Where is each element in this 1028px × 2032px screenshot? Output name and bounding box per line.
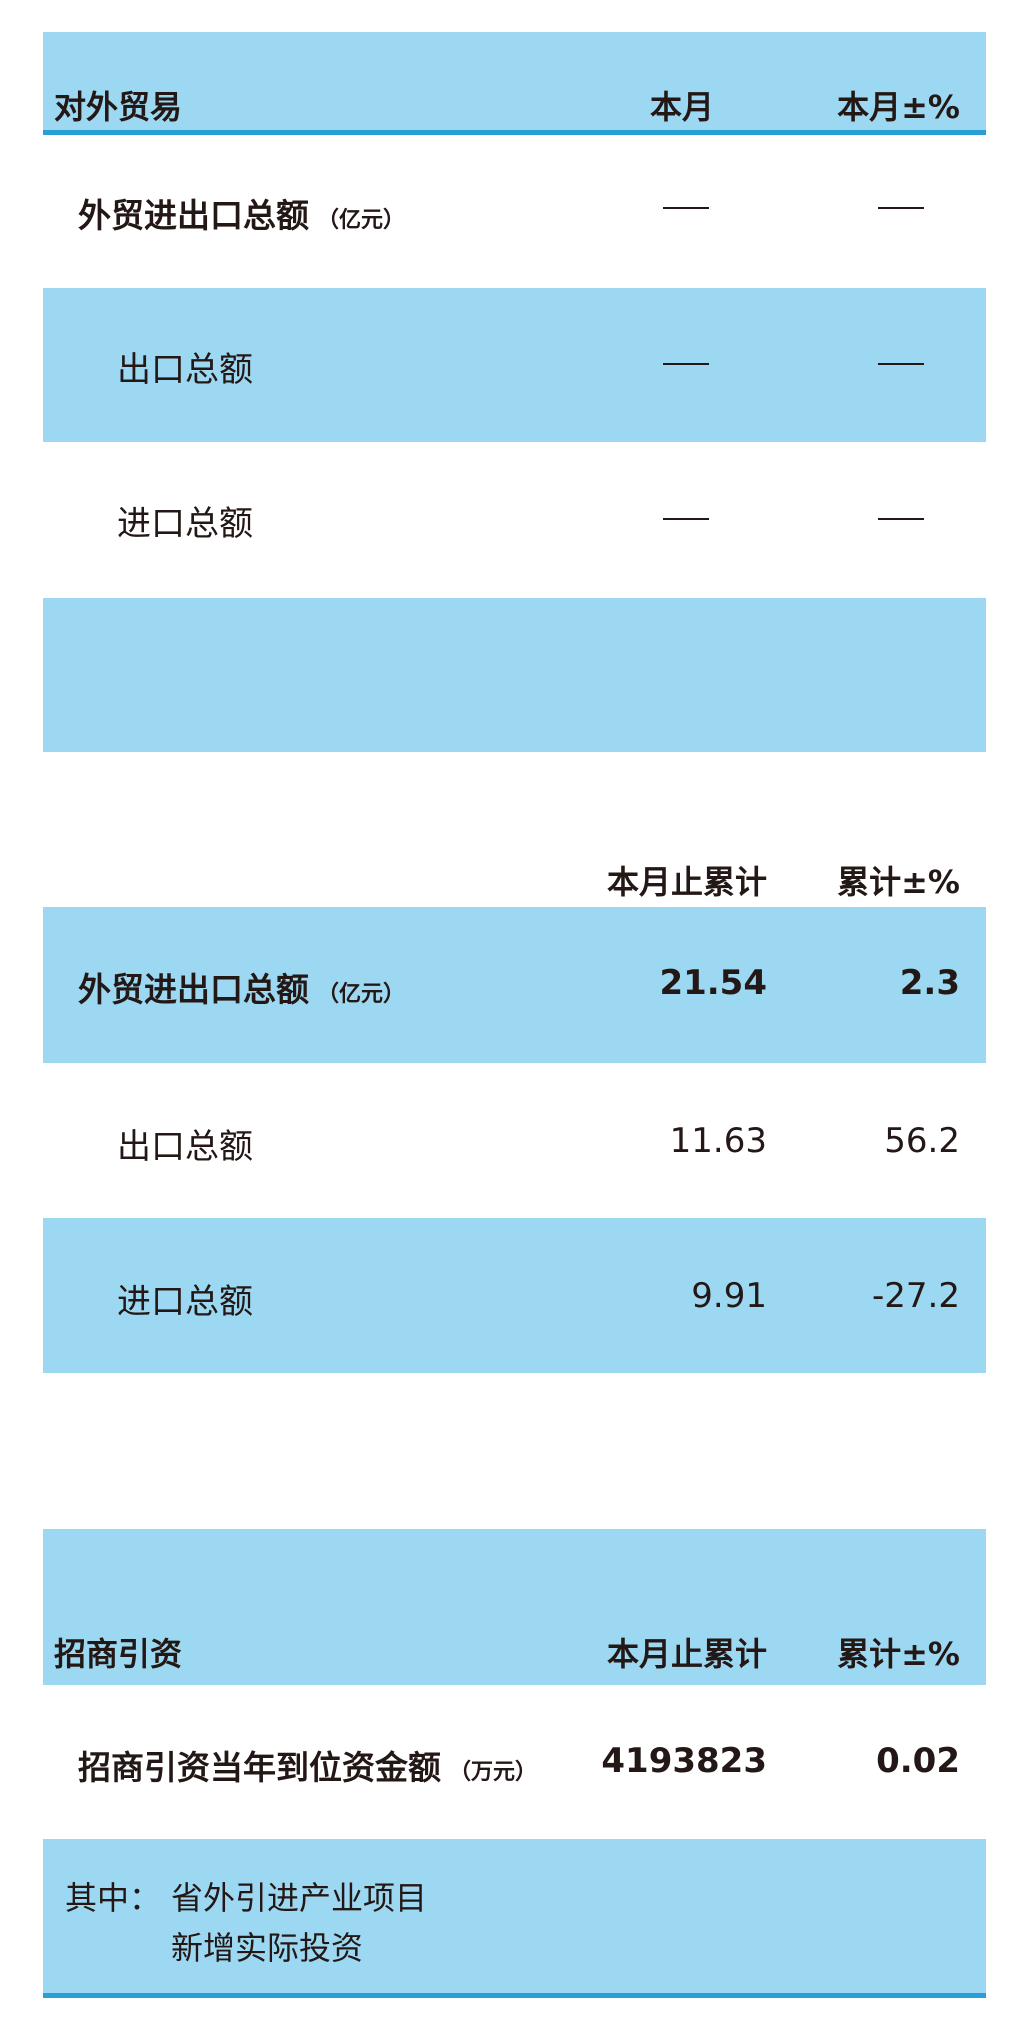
cumulative-value: 4193823 [601,1741,767,1781]
table-row: 外贸进出口总额 （亿元） [43,135,986,288]
col-header-cumulative: 本月止累计 [606,863,767,901]
cumulative-value: 11.63 [669,1121,767,1161]
row-label: 出口总额 [117,350,253,390]
cumulative-pct: 0.02 [876,1741,960,1781]
note-prefix: 其中： [65,1879,162,1917]
trade-cumulative-header: 本月止累计 累计±% [43,855,986,905]
note-band: 其中： 省外引进产业项目 新增实际投资 [43,1839,986,1998]
col-header-month: 本月 [650,88,715,126]
cumulative-pct: -27.2 [872,1276,960,1316]
table-row: 进口总额 9.91 -27.2 [43,1218,986,1373]
cumulative-pct: 56.2 [884,1121,960,1161]
col-header-cumulative: 本月止累计 [606,1635,767,1673]
row-label: 进口总额 [117,504,253,544]
section-title: 对外贸易 [54,88,183,126]
dash-value [878,363,924,365]
table-row: 出口总额 11.63 56.2 [43,1063,986,1218]
cumulative-pct: 2.3 [899,963,960,1003]
note-line-2: 新增实际投资 [171,1929,364,1967]
col-header-month-pct: 本月±% [837,88,960,126]
section-title: 招商引资 [54,1635,183,1673]
cumulative-value: 9.91 [691,1276,767,1316]
empty-band [43,598,986,752]
dash-value [663,363,709,365]
col-header-cumulative-pct: 累计±% [837,863,960,901]
investment-header: 招商引资 本月止累计 累计±% [43,1529,986,1685]
cumulative-value: 21.54 [659,963,767,1003]
table-row: 出口总额 [43,288,986,442]
col-header-cumulative-pct: 累计±% [837,1635,960,1673]
dash-value [878,518,924,520]
dash-value [663,518,709,520]
row-label: 进口总额 [117,1282,253,1322]
dash-value [878,207,924,209]
row-label: 招商引资当年到位资金额 （万元） [78,1748,538,1787]
dash-value [663,207,709,209]
row-label: 出口总额 [117,1127,253,1167]
table-row: 进口总额 [43,442,986,598]
trade-monthly-header: 对外贸易 本月 本月±% [43,32,986,135]
table-row: 招商引资当年到位资金额 （万元） 4193823 0.02 [43,1685,986,1839]
row-label: 外贸进出口总额 （亿元） [78,196,406,235]
row-label: 外贸进出口总额 （亿元） [78,970,406,1009]
table-row: 外贸进出口总额 （亿元） 21.54 2.3 [43,907,986,1063]
note-line-1: 省外引进产业项目 [171,1879,428,1917]
